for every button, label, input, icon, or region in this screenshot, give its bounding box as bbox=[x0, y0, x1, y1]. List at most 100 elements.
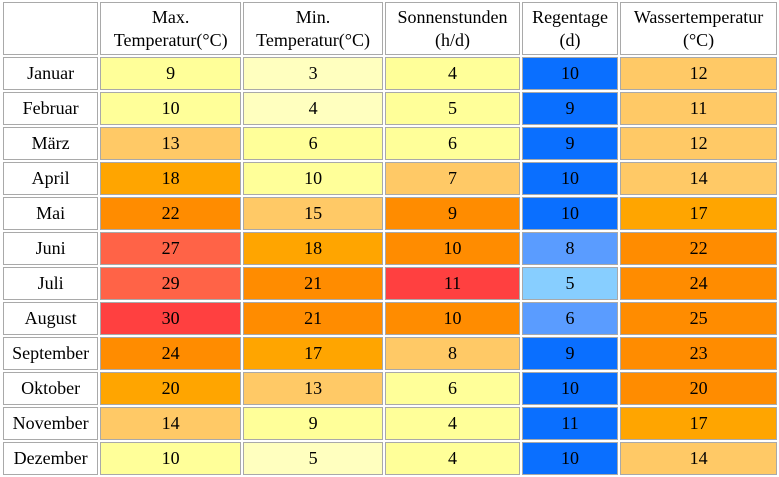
rain-days-cell: 10 bbox=[521, 57, 619, 90]
header-row: Max. Temperatur(°C) Min. Temperatur(°C) So… bbox=[3, 2, 777, 55]
rain-days-cell: 10 bbox=[521, 162, 619, 195]
month-cell: Mai bbox=[3, 197, 99, 230]
header-corner-cell bbox=[3, 2, 99, 55]
month-cell: Januar bbox=[3, 57, 99, 90]
water-temperature-cell: 17 bbox=[620, 407, 777, 440]
min-temperature-cell: 21 bbox=[243, 267, 384, 300]
sunshine-hours-cell: 10 bbox=[385, 302, 520, 335]
max-temperature-cell: 22 bbox=[100, 197, 242, 230]
min-temperature-cell: 13 bbox=[243, 372, 384, 405]
month-cell: März bbox=[3, 127, 99, 160]
sunshine-hours-cell: 9 bbox=[385, 197, 520, 230]
month-cell: August bbox=[3, 302, 99, 335]
rain-days-cell: 11 bbox=[521, 407, 619, 440]
table-row: März 13 6 6 9 12 bbox=[3, 127, 777, 160]
header-line2: Temperatur(°C) bbox=[256, 29, 370, 50]
water-temperature-cell: 17 bbox=[620, 197, 777, 230]
table-row: Dezember 10 5 4 10 14 bbox=[3, 442, 777, 475]
max-temperature-cell: 27 bbox=[100, 232, 242, 265]
sunshine-hours-cell: 4 bbox=[385, 442, 520, 475]
sunshine-hours-cell: 11 bbox=[385, 267, 520, 300]
min-temperature-cell: 18 bbox=[243, 232, 384, 265]
water-temperature-cell: 14 bbox=[620, 162, 777, 195]
rain-days-cell: 8 bbox=[521, 232, 619, 265]
rain-days-cell: 10 bbox=[521, 442, 619, 475]
max-temperature-cell: 30 bbox=[100, 302, 242, 335]
water-temperature-cell: 22 bbox=[620, 232, 777, 265]
water-temperature-cell: 12 bbox=[620, 127, 777, 160]
header-min-temperature: Min. Temperatur(°C) bbox=[243, 2, 384, 55]
table-row: Juni 27 18 10 8 22 bbox=[3, 232, 777, 265]
month-cell: Juli bbox=[3, 267, 99, 300]
header-line1: Sonnenstunden bbox=[397, 6, 508, 27]
sunshine-hours-cell: 10 bbox=[385, 232, 520, 265]
min-temperature-cell: 5 bbox=[243, 442, 384, 475]
table-row: Januar 9 3 4 10 12 bbox=[3, 57, 777, 90]
rain-days-cell: 9 bbox=[521, 337, 619, 370]
water-temperature-cell: 11 bbox=[620, 92, 777, 125]
rain-days-cell: 5 bbox=[521, 267, 619, 300]
min-temperature-cell: 9 bbox=[243, 407, 384, 440]
sunshine-hours-cell: 4 bbox=[385, 407, 520, 440]
table-row: Juli 29 21 11 5 24 bbox=[3, 267, 777, 300]
sunshine-hours-cell: 4 bbox=[385, 57, 520, 90]
header-sunshine-hours: Sonnenstunden (h/d) bbox=[385, 2, 520, 55]
header-rain-days: Regentage (d) bbox=[521, 2, 619, 55]
rain-days-cell: 6 bbox=[521, 302, 619, 335]
min-temperature-cell: 4 bbox=[243, 92, 384, 125]
header-max-temperature: Max. Temperatur(°C) bbox=[100, 2, 242, 55]
header-line1: Regentage bbox=[532, 6, 609, 27]
max-temperature-cell: 29 bbox=[100, 267, 242, 300]
water-temperature-cell: 25 bbox=[620, 302, 777, 335]
table-row: Februar 10 4 5 9 11 bbox=[3, 92, 777, 125]
month-cell: September bbox=[3, 337, 99, 370]
min-temperature-cell: 3 bbox=[243, 57, 384, 90]
rain-days-cell: 9 bbox=[521, 127, 619, 160]
rain-days-cell: 10 bbox=[521, 197, 619, 230]
month-cell: Juni bbox=[3, 232, 99, 265]
header-line2: (d) bbox=[559, 29, 581, 50]
sunshine-hours-cell: 7 bbox=[385, 162, 520, 195]
header-line1: Wassertemperatur bbox=[633, 6, 764, 27]
table-row: November 14 9 4 11 17 bbox=[3, 407, 777, 440]
min-temperature-cell: 17 bbox=[243, 337, 384, 370]
sunshine-hours-cell: 8 bbox=[385, 337, 520, 370]
max-temperature-cell: 13 bbox=[100, 127, 242, 160]
rain-days-cell: 10 bbox=[521, 372, 619, 405]
min-temperature-cell: 6 bbox=[243, 127, 384, 160]
month-cell: April bbox=[3, 162, 99, 195]
table-row: Oktober 20 13 6 10 20 bbox=[3, 372, 777, 405]
max-temperature-cell: 20 bbox=[100, 372, 242, 405]
table-row: Mai 22 15 9 10 17 bbox=[3, 197, 777, 230]
min-temperature-cell: 15 bbox=[243, 197, 384, 230]
table-row: September 24 17 8 9 23 bbox=[3, 337, 777, 370]
sunshine-hours-cell: 6 bbox=[385, 127, 520, 160]
min-temperature-cell: 10 bbox=[243, 162, 384, 195]
max-temperature-cell: 24 bbox=[100, 337, 242, 370]
water-temperature-cell: 12 bbox=[620, 57, 777, 90]
header-line1: Min. bbox=[295, 6, 331, 27]
climate-table-body: Januar 9 3 4 10 12 Februar 10 4 5 9 11 März 13 6 6 9 12 Ap… bbox=[3, 57, 777, 475]
water-temperature-cell: 14 bbox=[620, 442, 777, 475]
max-temperature-cell: 10 bbox=[100, 442, 242, 475]
max-temperature-cell: 9 bbox=[100, 57, 242, 90]
month-cell: Februar bbox=[3, 92, 99, 125]
min-temperature-cell: 21 bbox=[243, 302, 384, 335]
max-temperature-cell: 10 bbox=[100, 92, 242, 125]
water-temperature-cell: 20 bbox=[620, 372, 777, 405]
water-temperature-cell: 23 bbox=[620, 337, 777, 370]
header-line2: Temperatur(°C) bbox=[113, 29, 228, 50]
header-water-temperature: Wassertemperatur (°C) bbox=[620, 2, 777, 55]
table-row: April 18 10 7 10 14 bbox=[3, 162, 777, 195]
table-row: August 30 21 10 6 25 bbox=[3, 302, 777, 335]
rain-days-cell: 9 bbox=[521, 92, 619, 125]
month-cell: Oktober bbox=[3, 372, 99, 405]
header-line2: (h/d) bbox=[434, 29, 470, 50]
month-cell: Dezember bbox=[3, 442, 99, 475]
header-line2: (°C) bbox=[682, 29, 715, 50]
max-temperature-cell: 18 bbox=[100, 162, 242, 195]
water-temperature-cell: 24 bbox=[620, 267, 777, 300]
max-temperature-cell: 14 bbox=[100, 407, 242, 440]
sunshine-hours-cell: 6 bbox=[385, 372, 520, 405]
